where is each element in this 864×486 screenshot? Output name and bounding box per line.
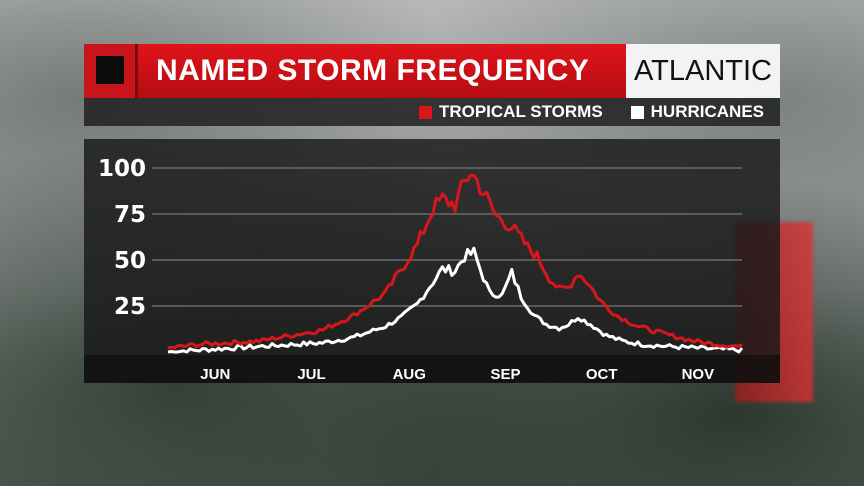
series-line-tropical-storms xyxy=(167,173,743,350)
legend-swatch-white xyxy=(630,105,644,119)
logo-square xyxy=(96,56,124,84)
legend-label-hurricanes: HURRICANES xyxy=(650,102,764,121)
x-tick-label-sep: SEP xyxy=(490,366,520,383)
x-tick-label-jul: JUL xyxy=(297,366,325,383)
y-tick-label: 50 xyxy=(114,248,146,274)
legend-label-tropical-storms: TROPICAL STORMS xyxy=(438,102,603,121)
x-tick-label-oct: OCT xyxy=(586,366,618,383)
x-tick-label-jun: JUN xyxy=(200,366,230,383)
x-axis-strip xyxy=(84,355,780,383)
series-line-hurricanes xyxy=(167,246,744,354)
weather-channel-logo xyxy=(84,44,138,98)
legend: TROPICAL STORMS HURRICANES xyxy=(418,98,764,126)
y-tick-label: 75 xyxy=(114,202,146,228)
chart-title: NAMED STORM FREQUENCY xyxy=(156,54,590,87)
legend-swatch-red xyxy=(418,105,432,119)
region-label: ATLANTIC xyxy=(626,44,780,98)
x-tick-label-aug: AUG xyxy=(393,366,426,383)
legend-bar: TROPICAL STORMS HURRICANES xyxy=(84,98,780,126)
x-tick-label-nov: NOV xyxy=(682,366,715,383)
chart-panel xyxy=(84,139,780,383)
y-tick-label: 25 xyxy=(114,294,146,320)
legend-item-hurricanes: HURRICANES xyxy=(630,102,764,122)
y-tick-label: 100 xyxy=(98,156,146,182)
legend-item-tropical-storms: TROPICAL STORMS xyxy=(418,102,603,122)
